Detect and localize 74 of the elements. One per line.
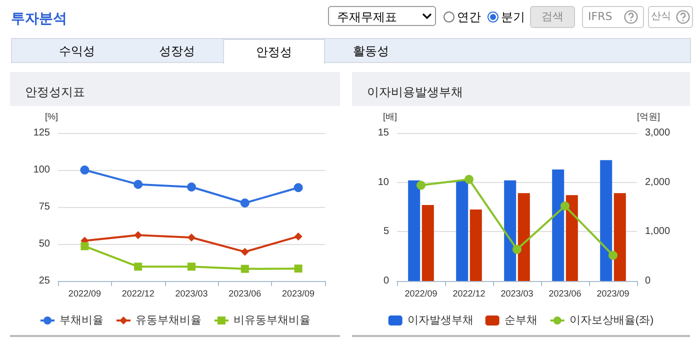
- x-tick-label: 2023/09: [596, 288, 630, 298]
- point: [80, 166, 90, 174]
- x-tick-label: 2023/09: [282, 288, 315, 298]
- y-tick-label: 15: [378, 128, 390, 138]
- legend-label: 유동부채비율: [136, 314, 202, 326]
- point: [240, 248, 249, 256]
- point: [416, 180, 426, 190]
- point: [294, 264, 302, 273]
- x-tick-label: 2022/12: [452, 288, 486, 298]
- bar: [504, 180, 516, 281]
- legend-label: 이자발생부채: [407, 314, 474, 326]
- point: [512, 244, 522, 254]
- chart-title: 이자비용발생부채: [367, 85, 463, 99]
- point: [464, 174, 474, 184]
- text: 활동성: [352, 43, 390, 60]
- y-tick-label: 75: [38, 202, 50, 212]
- point: [240, 198, 250, 208]
- y-tick-label: 10: [378, 176, 390, 188]
- point: [134, 231, 142, 240]
- point: [134, 180, 143, 189]
- point: [608, 250, 618, 260]
- bar: [518, 193, 530, 281]
- x-tick-label: 2022/09: [68, 288, 101, 298]
- text: 수익성: [58, 43, 96, 60]
- bar: [408, 180, 420, 281]
- text: 검색: [530, 6, 575, 28]
- point: [188, 233, 196, 242]
- y-tick-label: 50: [38, 238, 50, 250]
- x-tick-label: 2023/06: [228, 288, 262, 298]
- y-axis-title: [배]: [382, 112, 397, 122]
- text: 성장성: [158, 43, 196, 60]
- point: [294, 183, 303, 192]
- text: IFRS: [582, 6, 644, 28]
- text: 주재무제표: [328, 6, 436, 26]
- x-tick-label: 2023/03: [500, 288, 534, 298]
- y2-tick-label: 0: [645, 276, 651, 286]
- x-tick-label: 2022/12: [122, 288, 154, 298]
- y-tick-label: 0: [383, 276, 390, 286]
- x-tick-label: 2023/03: [175, 288, 208, 298]
- y-tick-label: 25: [38, 276, 50, 286]
- text: 연간: [457, 9, 481, 26]
- bar: [456, 180, 468, 281]
- point: [240, 264, 249, 273]
- bar: [614, 193, 626, 281]
- point: [134, 262, 142, 271]
- y-tick-label: 5: [383, 226, 390, 238]
- point: [80, 242, 89, 250]
- text: 산식: [648, 6, 693, 28]
- y2-tick-label: 1,000: [645, 226, 670, 238]
- y2-axis-title: [억원]: [637, 112, 660, 122]
- point: [294, 232, 302, 240]
- text: 투자분석: [11, 10, 67, 28]
- y2-tick-label: 3,000: [645, 128, 670, 138]
- text: 분기: [501, 9, 525, 26]
- y-axis-title: [%]: [44, 112, 58, 122]
- y-tick-label: 125: [33, 128, 50, 138]
- bar: [552, 170, 564, 281]
- legend-label: 이자보상배율(좌): [569, 314, 654, 326]
- y2-tick-label: 2,000: [645, 176, 670, 188]
- bar: [600, 160, 612, 281]
- text: 안정성: [223, 39, 325, 64]
- x-tick-label: 2023/06: [548, 288, 582, 298]
- point: [560, 202, 570, 211]
- bar: [470, 209, 482, 281]
- bar: [566, 195, 578, 281]
- chart-title: 안정성지표: [25, 85, 85, 99]
- legend-label: 부채비율: [60, 314, 104, 326]
- legend-label: 비유동부채비율: [234, 314, 310, 326]
- legend-label: 순부채: [504, 314, 538, 326]
- point: [188, 262, 196, 271]
- point: [187, 182, 196, 192]
- x-tick-label: 2022/09: [404, 288, 438, 298]
- bar: [422, 205, 434, 281]
- y-tick-label: 100: [33, 164, 50, 176]
